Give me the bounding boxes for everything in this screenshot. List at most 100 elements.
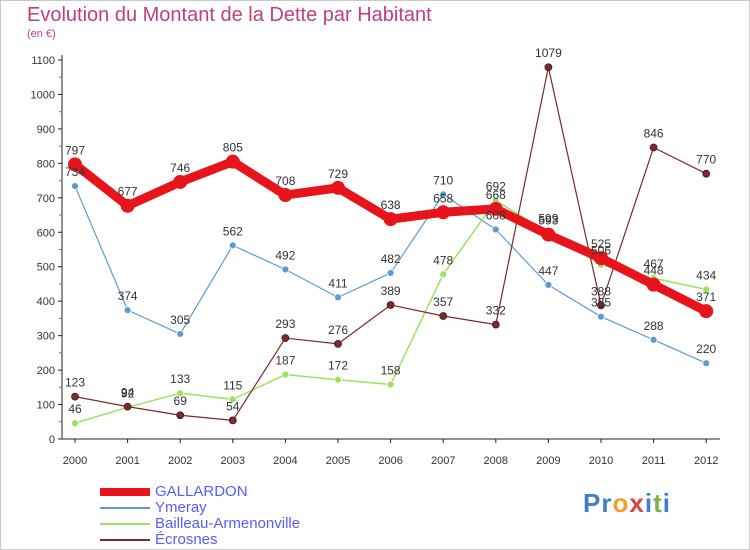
y-tick-label: 800 (37, 158, 55, 170)
data-label: 389 (381, 284, 401, 298)
x-tick-label: 2005 (326, 455, 350, 467)
data-point (228, 241, 237, 250)
data-point (331, 180, 345, 195)
data-point (225, 154, 240, 169)
data-point (491, 225, 500, 234)
data-point (699, 304, 714, 319)
data-point (702, 169, 711, 178)
data-label: 482 (381, 252, 401, 266)
data-point (594, 251, 608, 266)
logo-letter: t (653, 488, 663, 518)
data-label: 638 (381, 198, 401, 212)
logo-letter: x (629, 488, 645, 518)
y-tick-label: 600 (37, 227, 55, 239)
data-point (278, 188, 293, 203)
data-label: 293 (275, 317, 295, 331)
data-label: 54 (226, 399, 240, 413)
logo-letter: i (662, 488, 671, 518)
data-label: 133 (170, 372, 190, 386)
data-label: 357 (433, 295, 453, 309)
data-point (702, 359, 711, 368)
y-tick-label: 1000 (31, 89, 55, 101)
data-label: 599 (538, 212, 558, 226)
data-label: 608 (486, 209, 506, 223)
y-tick-label: 700 (37, 193, 55, 205)
legend-label: GALLARDON (155, 483, 248, 500)
data-point (436, 205, 451, 220)
chart-title: Evolution du Montant de la Dette par Hab… (27, 4, 432, 26)
x-tick-label: 2007 (431, 455, 455, 467)
x-tick-label: 2009 (536, 455, 560, 467)
data-point (386, 380, 395, 389)
x-tick-label: 2000 (63, 455, 87, 467)
y-tick-label: 500 (37, 262, 55, 274)
data-label: 434 (696, 268, 716, 282)
legend-swatch (100, 523, 150, 525)
legend-label: Ymeray (155, 499, 207, 516)
x-tick-label: 2001 (115, 455, 139, 467)
legend-label: Bailleau-Armenonville (155, 515, 301, 532)
data-label: 770 (696, 153, 716, 167)
data-label: 388 (591, 284, 611, 298)
y-tick-label: 200 (37, 365, 55, 377)
y-tick-label: 400 (37, 296, 55, 308)
data-label: 492 (275, 248, 295, 262)
legend-swatch (100, 539, 150, 541)
data-label: 447 (538, 264, 558, 278)
data-label: 677 (118, 185, 138, 199)
data-point (491, 320, 500, 329)
y-tick-label: 0 (49, 434, 55, 446)
logo-letter: o (612, 488, 630, 518)
data-label: 478 (433, 253, 453, 267)
data-label: 805 (223, 141, 243, 155)
data-label: 92 (121, 386, 135, 400)
data-point (228, 416, 237, 425)
y-tick-label: 100 (37, 400, 55, 412)
series-line-Bailleau-Armenonville (74, 199, 707, 424)
chart-subtitle: (en €) (27, 28, 56, 40)
data-point (597, 301, 605, 310)
y-tick-label: 300 (37, 331, 55, 343)
data-point (176, 389, 185, 398)
x-tick-label: 2011 (642, 455, 666, 467)
data-point (386, 269, 395, 277)
data-label: 797 (65, 143, 85, 157)
data-point (176, 411, 185, 420)
x-tick-label: 2003 (221, 455, 245, 467)
data-point (228, 395, 237, 404)
x-tick-label: 2010 (589, 455, 613, 467)
data-point (173, 174, 188, 189)
data-label: 710 (433, 173, 453, 187)
data-point (123, 402, 132, 411)
data-label: 371 (696, 290, 716, 304)
data-label: 467 (644, 257, 664, 271)
data-label: 562 (223, 224, 243, 238)
x-tick-label: 2006 (378, 455, 402, 467)
data-point (68, 157, 82, 172)
data-label: 288 (644, 319, 664, 333)
data-label: 1079 (535, 46, 562, 60)
y-tick-label: 900 (37, 124, 55, 136)
data-label: 374 (118, 289, 138, 303)
data-label: 734 (65, 165, 85, 179)
data-point (120, 198, 135, 213)
data-point (383, 212, 398, 227)
legend-label: Écrosnes (155, 531, 218, 548)
data-point (649, 335, 658, 344)
logo-letter: P (583, 488, 602, 518)
data-label: 658 (433, 191, 453, 205)
data-point (439, 190, 448, 199)
x-tick-label: 2002 (168, 455, 192, 467)
data-point (702, 285, 711, 294)
data-point (386, 301, 395, 309)
data-label: 846 (644, 127, 664, 141)
data-point (334, 375, 342, 384)
data-label: 158 (381, 364, 401, 378)
data-point (71, 419, 79, 428)
data-point (597, 312, 605, 321)
data-point (281, 265, 290, 274)
data-point (123, 306, 132, 315)
x-tick-label: 2012 (694, 455, 718, 467)
legend-swatch (100, 488, 150, 496)
data-point (281, 334, 290, 342)
